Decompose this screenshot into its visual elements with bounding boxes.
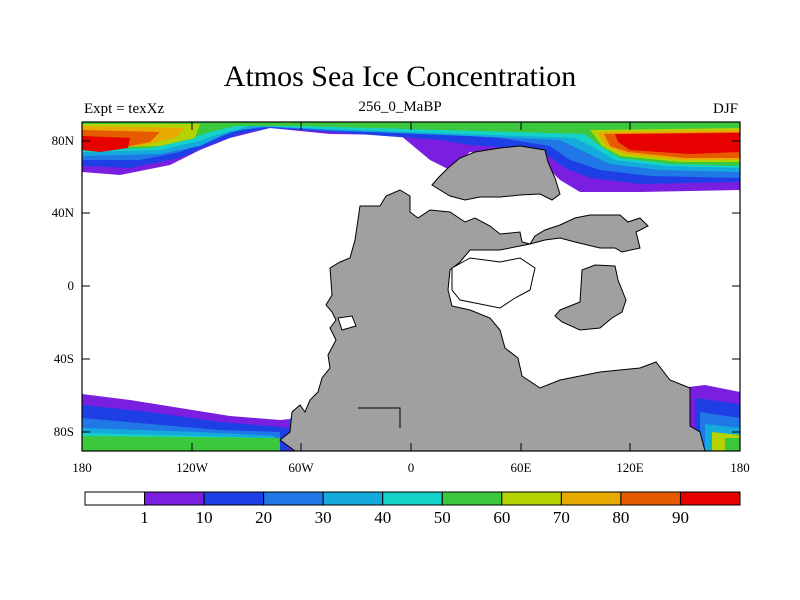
lat-tick-40s: 40S	[53, 351, 74, 366]
ice-patch-south-a-land	[358, 407, 401, 428]
colorbar-label: 20	[255, 508, 273, 527]
ice-band-north-10	[82, 133, 740, 154]
lon-tick-0: 0	[407, 460, 415, 475]
colorbar-label: 50	[433, 508, 451, 527]
colorbar-swatch-9	[620, 491, 681, 506]
colorbar-label: 30	[314, 508, 332, 527]
colorbar-swatch-10	[679, 491, 741, 506]
lon-tick-60w: 60W	[288, 460, 314, 475]
inland-sea	[451, 257, 536, 309]
colorbar-label: 40	[374, 508, 392, 527]
lon-tick-60e: 60E	[510, 460, 532, 475]
colorbar-swatch-5	[382, 491, 443, 506]
axis-ticks	[82, 122, 740, 451]
colorbar-swatch-4	[322, 491, 384, 506]
colorbar	[84, 491, 741, 506]
colorbar-swatch-3	[263, 491, 324, 506]
age-label: 256_0_MaBP	[358, 99, 442, 115]
sea-ice-field	[82, 122, 740, 451]
lat-tick-40n: 40N	[51, 205, 74, 220]
lon-tick-120e: 120E	[616, 460, 644, 475]
ice-band-south-6	[82, 436, 280, 451]
lat-tick-80s: 80S	[53, 424, 74, 439]
colorbar-swatch-0	[84, 491, 146, 506]
inland-lake	[337, 315, 357, 331]
colorbar-label: 10	[195, 508, 213, 527]
ice-south-east-6	[725, 438, 740, 451]
map-title: Atmos Sea Ice Concentration	[223, 60, 577, 93]
colorbar-swatch-8	[560, 491, 622, 506]
lon-tick-120w: 120W	[176, 460, 208, 475]
lon-tick-180w: 180	[72, 460, 92, 475]
experiment-label: Expt = texXz	[84, 101, 165, 117]
colorbar-swatch-6	[441, 491, 503, 506]
ice-band-north-6	[82, 122, 740, 166]
ice-band-north-9	[82, 130, 740, 158]
colorbar-label: 80	[612, 508, 630, 527]
colorbar-label: 90	[671, 508, 689, 527]
season-label: DJF	[712, 101, 738, 117]
colorbar-label: 60	[493, 508, 511, 527]
lon-tick-180e: 180	[730, 460, 750, 475]
colorbar-swatch-1	[144, 491, 205, 506]
land-pangaea	[279, 145, 706, 451]
colorbar-swatch-2	[203, 491, 265, 506]
colorbar-label: 70	[552, 508, 570, 527]
lat-tick-80n: 80N	[51, 133, 74, 148]
colorbar-swatch-7	[501, 491, 562, 506]
lat-tick-0: 0	[67, 278, 75, 293]
colorbar-label: 1	[140, 508, 149, 527]
